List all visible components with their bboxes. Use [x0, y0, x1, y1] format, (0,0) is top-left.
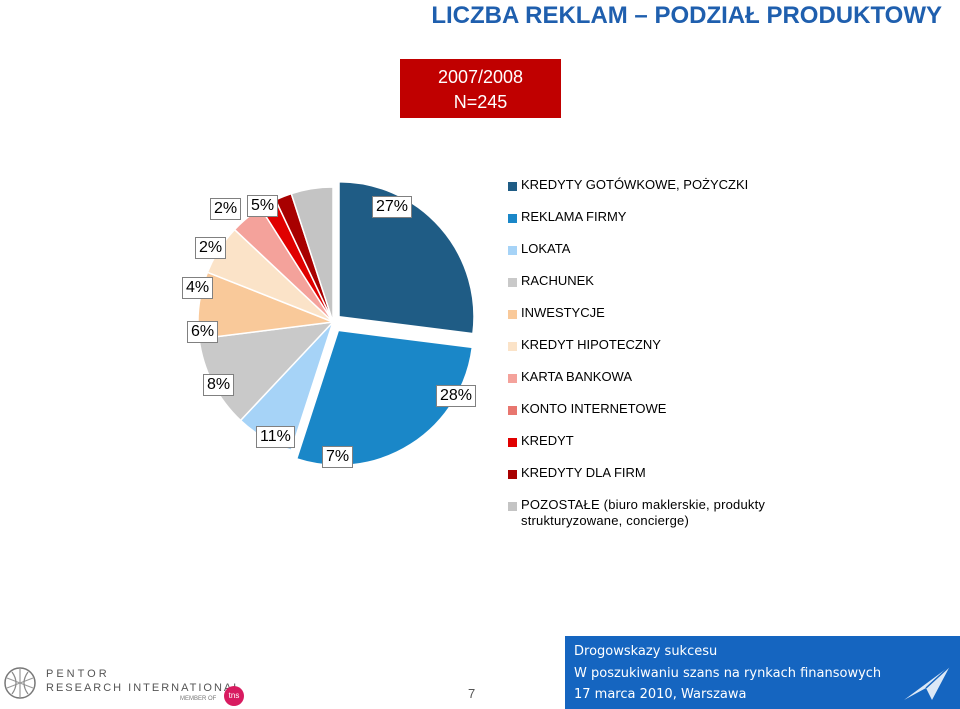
legend-item-7: KONTO INTERNETOWE: [508, 400, 808, 432]
legend-swatch: [508, 278, 517, 287]
legend-swatch: [508, 502, 517, 511]
legend-item-8: KREDYT: [508, 432, 808, 464]
legend-label: LOKATA: [521, 241, 571, 256]
slice-label-0: 27%: [372, 196, 413, 218]
banner-line-3: 17 marca 2010, Warszawa: [574, 687, 747, 702]
legend-label: REKLAMA FIRMY: [521, 209, 627, 224]
legend-label: POZOSTAŁE (biuro maklerskie, produkty st…: [521, 497, 766, 528]
legend-item-9: KREDYTY DLA FIRM: [508, 464, 808, 496]
pie-slice-0: [338, 180, 475, 335]
legend-label: KREDYT HIPOTECZNY: [521, 337, 661, 352]
chart-legend: KREDYTY GOTÓWKOWE, POŻYCZKI REKLAMA FIRMY…: [508, 176, 808, 528]
legend-swatch: [508, 438, 517, 447]
slice-label-8: 2%: [195, 237, 227, 259]
pie-slice-10: [290, 186, 334, 323]
legend-label: KONTO INTERNETOWE: [521, 401, 667, 416]
logo-line-2: RESEARCH INTERNATIONAL: [46, 682, 242, 694]
legend-swatch: [508, 374, 517, 383]
pentor-logo: PENTOR RESEARCH INTERNATIONAL MEMBER OF …: [0, 662, 250, 707]
logo-line-1: PENTOR: [46, 668, 110, 680]
slice-label-9: 2%: [210, 198, 242, 220]
legend-swatch: [508, 342, 517, 351]
page-title: LICZBA REKLAM – PODZIAŁ PRODUKTOWY: [431, 2, 942, 29]
conference-banner: Drogowskazy sukcesu W poszukiwaniu szans…: [565, 636, 960, 709]
paper-plane-icon: [904, 665, 951, 700]
legend-item-10: POZOSTAŁE (biuro maklerskie, produkty st…: [508, 496, 808, 528]
slice-label-1: 28%: [436, 385, 477, 407]
legend-swatch: [508, 406, 517, 415]
legend-item-5: KREDYT HIPOTECZNY: [508, 336, 808, 368]
slice-label-5: 6%: [187, 321, 219, 343]
globe-logo-icon: [4, 667, 36, 699]
legend-label: RACHUNEK: [521, 273, 594, 288]
legend-item-0: KREDYTY GOTÓWKOWE, POŻYCZKI: [508, 176, 808, 208]
sample-size-label: N=245: [453, 92, 508, 112]
legend-label: KREDYTY DLA FIRM: [521, 465, 646, 480]
legend-swatch: [508, 182, 517, 191]
slice-label-4: 8%: [203, 374, 235, 396]
legend-item-1: REKLAMA FIRMY: [508, 208, 808, 240]
slice-label-2: 7%: [322, 446, 354, 468]
banner-line-1: Drogowskazy sukcesu: [574, 644, 718, 659]
legend-label: KREDYT: [521, 433, 574, 448]
period-label: 2007/2008: [437, 67, 524, 87]
slice-label-3: 11%: [256, 426, 295, 448]
legend-label: KARTA BANKOWA: [521, 369, 633, 384]
banner-line-2: W poszukiwaniu szans na rynkach finansow…: [574, 666, 882, 681]
logo-line-3: MEMBER OF: [180, 696, 217, 702]
page-number: 7: [468, 686, 476, 701]
legend-item-4: INWESTYCJE: [508, 304, 808, 336]
legend-item-3: RACHUNEK: [508, 272, 808, 304]
legend-swatch: [508, 214, 517, 223]
legend-item-6: KARTA BANKOWA: [508, 368, 808, 400]
legend-swatch: [508, 470, 517, 479]
legend-label: INWESTYCJE: [521, 305, 605, 320]
legend-swatch: [508, 246, 517, 255]
legend-item-2: LOKATA: [508, 240, 808, 272]
slice-label-6: 4%: [182, 277, 214, 299]
legend-label: KREDYTY GOTÓWKOWE, POŻYCZKI: [521, 177, 749, 192]
tns-badge: tns: [224, 686, 244, 706]
legend-swatch: [508, 310, 517, 319]
slice-label-10: 5%: [247, 195, 279, 217]
sample-info-box: 2007/2008 N=245: [400, 59, 561, 118]
